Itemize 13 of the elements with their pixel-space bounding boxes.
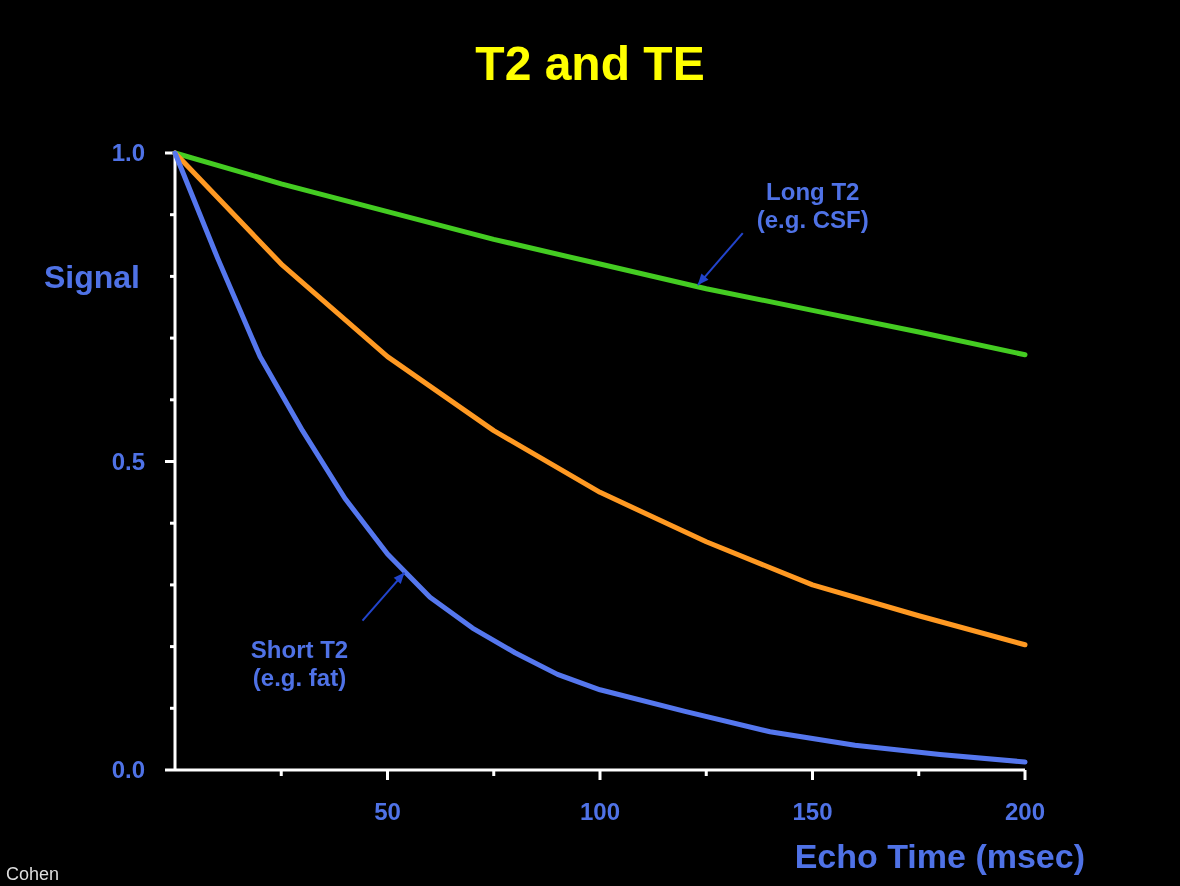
annotation: Short T2 (e.g. fat) (250, 635, 349, 691)
y-tick-label: 0.5 (111, 447, 145, 475)
x-axis-title: Echo Time (msec) (794, 837, 1085, 875)
chart-title: T2 and TE (475, 37, 705, 90)
x-tick-label: 200 (1004, 798, 1046, 825)
y-axis-title: Signal (43, 258, 140, 295)
y-tick-label: 0.0 (111, 756, 145, 784)
y-tick-label: 1.0 (111, 139, 145, 167)
text: Cohen (6, 864, 60, 884)
x-tick-label: 150 (792, 798, 833, 825)
annotation: Long T2 (e.g. CSF) (756, 178, 869, 234)
x-tick-label: 100 (579, 798, 621, 825)
x-tick-label: 50 (374, 798, 401, 825)
